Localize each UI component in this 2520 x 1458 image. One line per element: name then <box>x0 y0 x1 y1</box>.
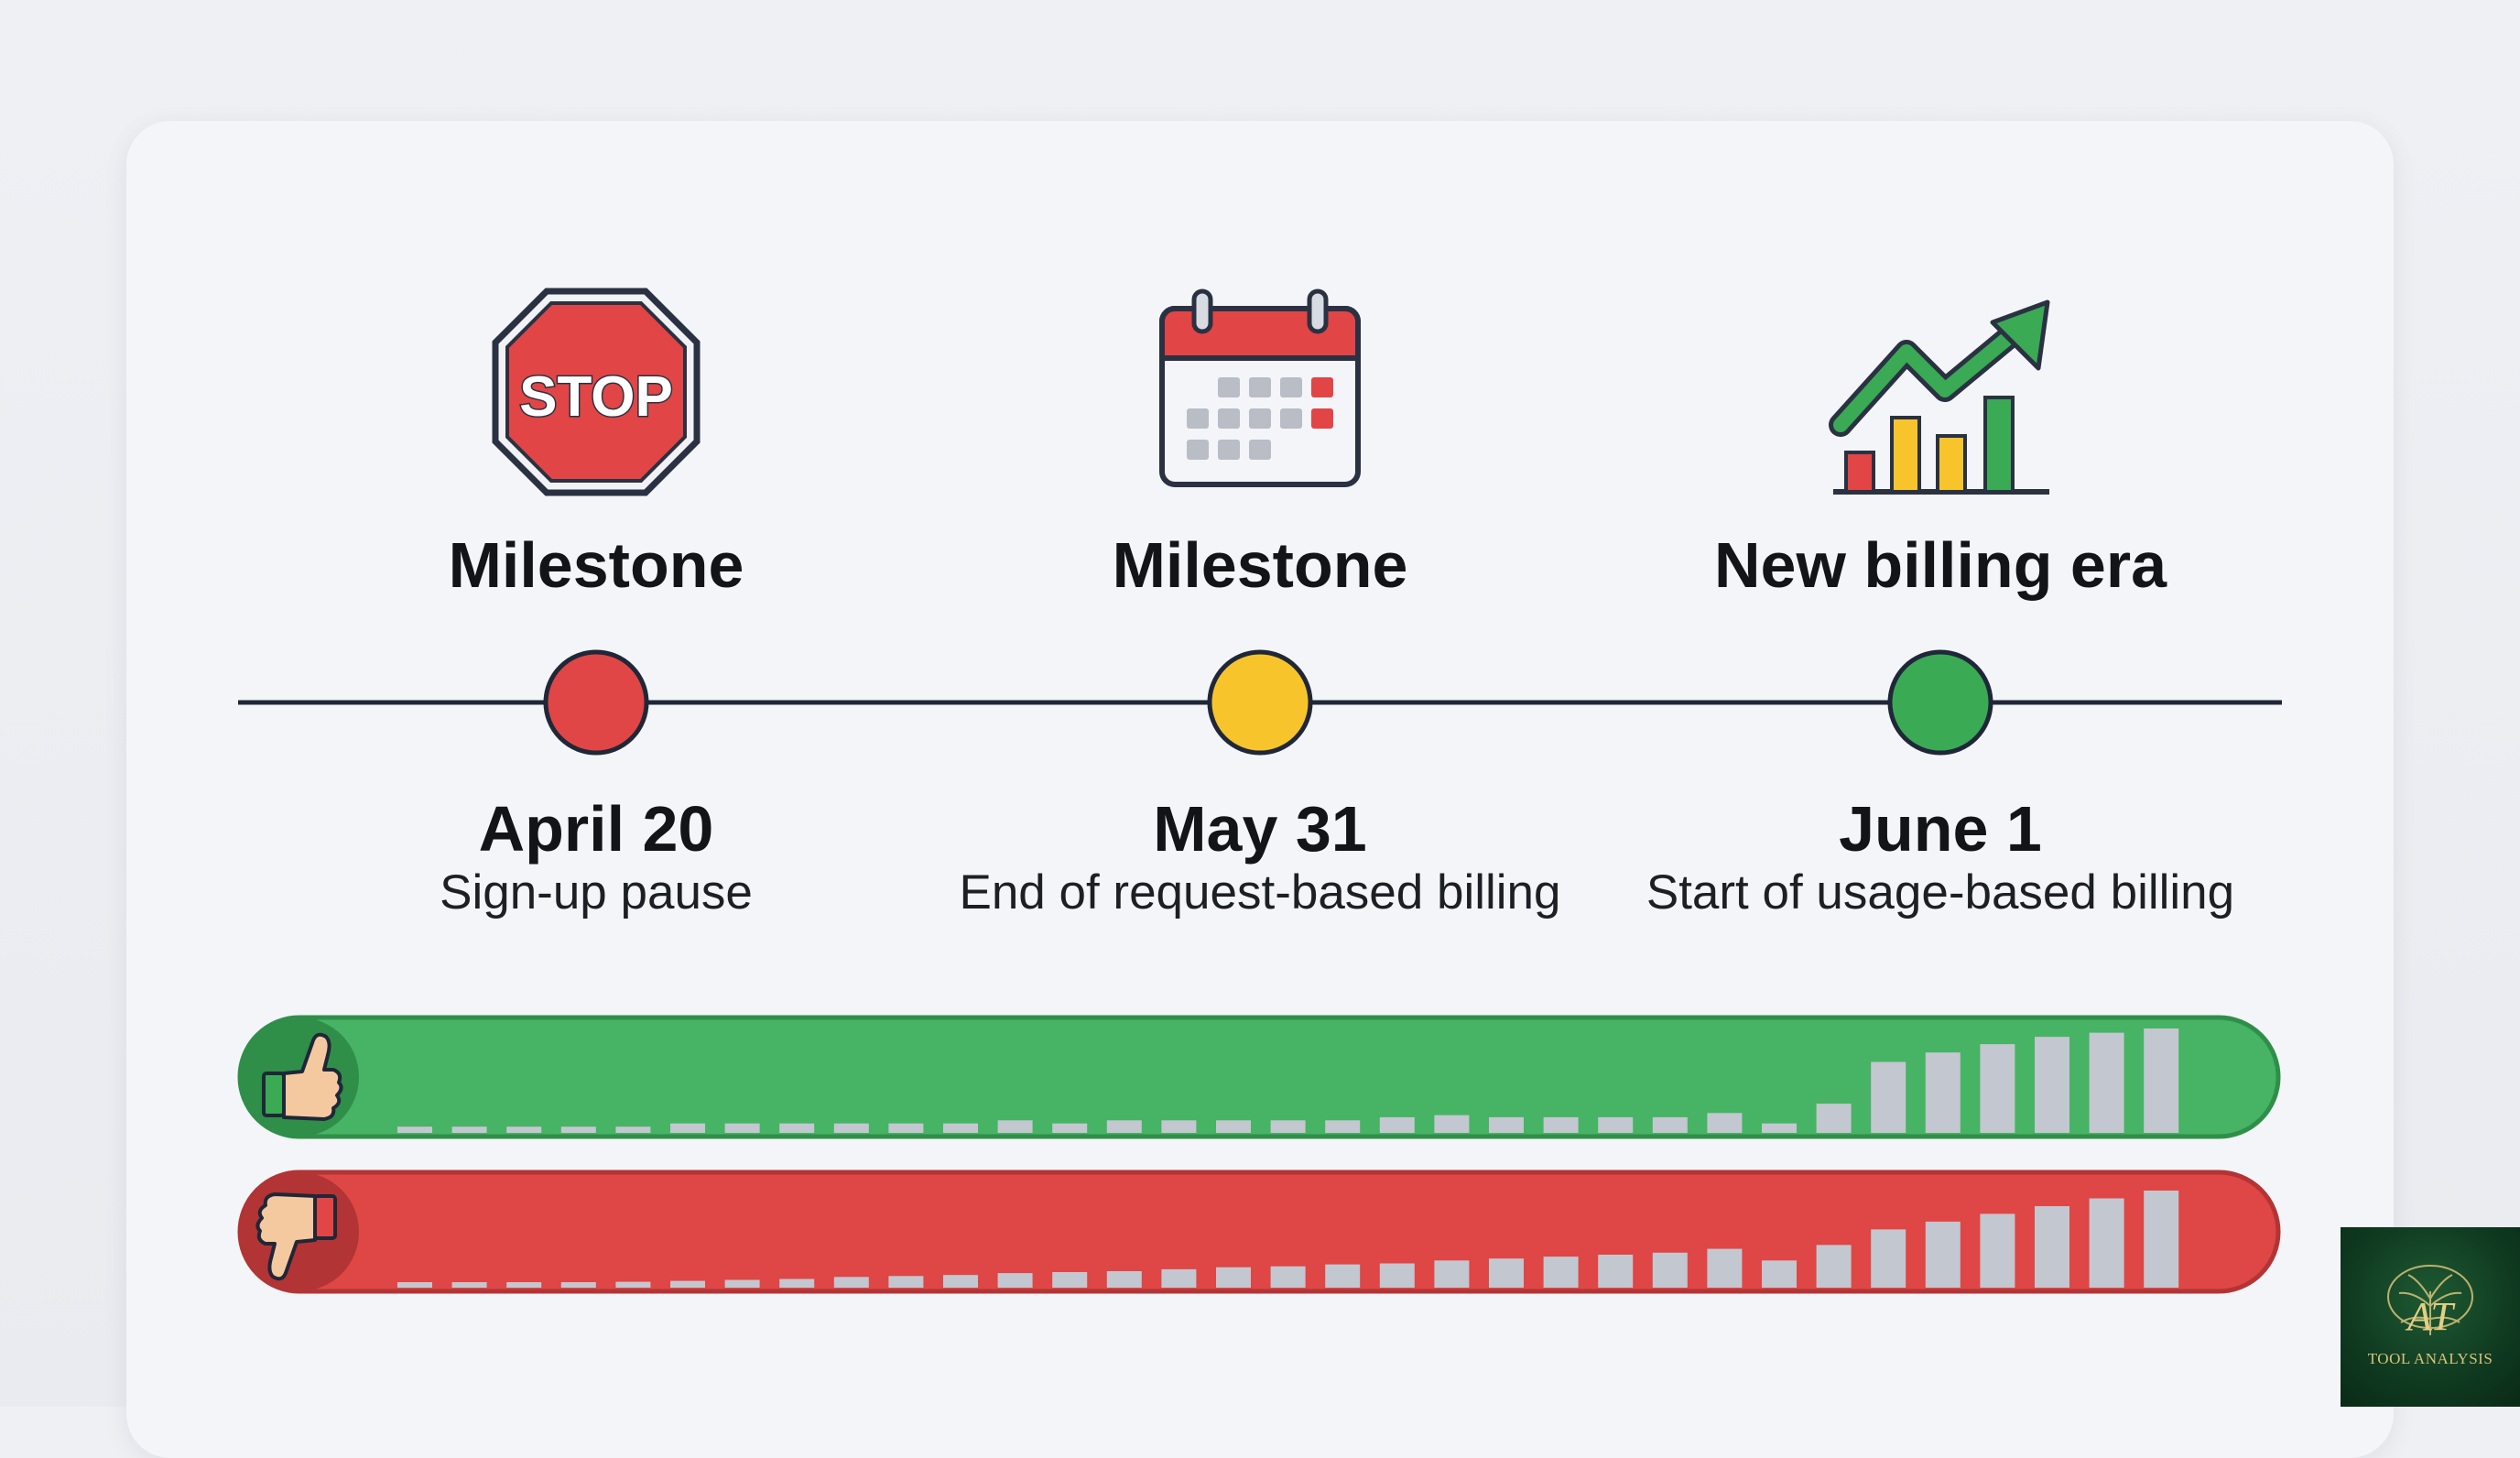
stop-sign-icon: STOP <box>492 288 701 496</box>
positive-sentiment-bar-18 <box>1325 1120 1361 1133</box>
positive-sentiment-bar-1 <box>397 1126 432 1133</box>
negative-sentiment-bar-17 <box>1270 1266 1306 1288</box>
positive-sentiment-bar-5 <box>615 1126 651 1133</box>
negative-sentiment-bar-21 <box>1489 1258 1524 1288</box>
negative-sentiment-bar-28 <box>1871 1229 1906 1288</box>
positive-sentiment-bar-28 <box>1871 1061 1906 1133</box>
calendar-icon <box>1159 288 1361 487</box>
positive-sentiment-bar-30 <box>1980 1044 2015 1133</box>
positive-sentiment-bar-6 <box>670 1123 705 1133</box>
negative-sentiment-bar-12 <box>997 1273 1033 1288</box>
positive-sentiment-bar-19 <box>1379 1116 1415 1133</box>
milestone-date-2: May 31 <box>1153 793 1367 865</box>
positive-sentiment-bar-15 <box>1161 1120 1197 1133</box>
timeline-dot-june-1 <box>1887 649 1993 756</box>
negative-sentiment-bar-3 <box>506 1282 542 1288</box>
thumbs-down-icon <box>255 1192 337 1281</box>
positive-sentiment-bar-8 <box>779 1123 815 1133</box>
positive-sentiment-bar-11 <box>943 1123 978 1133</box>
positive-sentiment-bar-17 <box>1270 1120 1306 1133</box>
negative-sentiment-bar-4 <box>560 1282 596 1288</box>
growth-chart-icon <box>1829 299 2050 495</box>
stop-sign-text: STOP <box>519 365 673 429</box>
positive-sentiment-bar-4 <box>560 1126 596 1133</box>
positive-sentiment-bar-10 <box>888 1123 924 1133</box>
negative-sentiment-bar-20 <box>1434 1260 1470 1288</box>
logo-monogram: AT <box>2405 1294 2456 1339</box>
logo-text: TOOL ANALYSIS <box>2367 1350 2493 1367</box>
positive-sentiment-bar-16 <box>1216 1120 1251 1133</box>
positive-sentiment-bar-26 <box>1762 1123 1797 1133</box>
negative-sentiment-bar-25 <box>1707 1248 1743 1288</box>
negative-sentiment-bar-27 <box>1816 1245 1852 1288</box>
diagram-graphics: STOP <box>237 288 2282 1294</box>
negative-sentiment-bar-16 <box>1216 1267 1251 1288</box>
positive-sentiment-bar-32 <box>2089 1032 2124 1133</box>
positive-sentiment-bar-7 <box>724 1123 760 1133</box>
tree-emblem-icon: AT <box>2387 1265 2473 1339</box>
negative-sentiment-bar-29 <box>1925 1221 1961 1288</box>
positive-sentiment-bar-33 <box>2144 1028 2179 1133</box>
milestone-title-1: Milestone <box>448 529 744 601</box>
negative-sentiment-bar-9 <box>833 1277 869 1288</box>
positive-sentiment-bar-3 <box>506 1126 542 1133</box>
negative-sentiment-bar-11 <box>943 1275 978 1288</box>
negative-sentiment-bar-7 <box>724 1279 760 1288</box>
negative-sentiment-bar-6 <box>670 1280 705 1288</box>
positive-sentiment-bar-29 <box>1925 1052 1961 1133</box>
negative-sentiment-bar-33 <box>2144 1191 2179 1288</box>
negative-sentiment-bar-5 <box>615 1281 651 1288</box>
positive-sentiment-bar <box>237 1015 2281 1139</box>
negative-sentiment-bar-18 <box>1325 1264 1361 1288</box>
negative-sentiment-bar-24 <box>1652 1252 1688 1288</box>
positive-sentiment-bar-20 <box>1434 1115 1470 1133</box>
negative-sentiment-bar-32 <box>2089 1198 2124 1288</box>
thumbs-up-icon <box>262 1032 343 1121</box>
negative-sentiment-bar-30 <box>1980 1213 2015 1288</box>
positive-sentiment-bar-25 <box>1707 1113 1743 1133</box>
milestone-date-3: June 1 <box>1839 793 2042 865</box>
negative-sentiment-bar-19 <box>1379 1263 1415 1288</box>
milestone-title-2: Milestone <box>1112 529 1408 601</box>
negative-sentiment-bar-31 <box>2035 1206 2069 1288</box>
negative-sentiment-bar-14 <box>1106 1271 1142 1288</box>
positive-sentiment-bar-21 <box>1489 1116 1524 1133</box>
negative-sentiment-bar-8 <box>779 1278 815 1288</box>
negative-sentiment-bar-23 <box>1598 1255 1634 1288</box>
milestone-description-2: End of request-based billing <box>959 865 1561 919</box>
positive-sentiment-bar-13 <box>1052 1123 1088 1133</box>
negative-sentiment-bar <box>237 1170 2281 1294</box>
tool-analysis-logo: AT TOOL ANALYSIS <box>2341 1227 2520 1407</box>
milestone-description-3: Start of usage-based billing <box>1646 865 2235 919</box>
negative-sentiment-bar-15 <box>1161 1268 1197 1288</box>
milestone-description-1: Sign-up pause <box>440 865 753 919</box>
positive-sentiment-bar-23 <box>1598 1116 1634 1133</box>
positive-sentiment-bar-27 <box>1816 1104 1852 1133</box>
negative-sentiment-bar-22 <box>1543 1257 1579 1288</box>
timeline-dot-april-20 <box>543 649 649 756</box>
positive-sentiment-bar-2 <box>451 1126 487 1133</box>
negative-sentiment-bar-13 <box>1052 1272 1088 1288</box>
positive-sentiment-bar-24 <box>1652 1116 1688 1133</box>
positive-sentiment-bar-12 <box>997 1120 1033 1133</box>
positive-sentiment-bar-31 <box>2035 1037 2069 1133</box>
positive-sentiment-bar-14 <box>1106 1120 1142 1133</box>
timeline-dot-may-31 <box>1207 649 1313 756</box>
negative-sentiment-bar-2 <box>451 1282 487 1288</box>
negative-sentiment-bar-1 <box>397 1282 432 1288</box>
negative-sentiment-bar-10 <box>888 1276 924 1288</box>
positive-sentiment-bar-9 <box>833 1123 869 1133</box>
milestone-title-3: New billing era <box>1714 529 2167 601</box>
negative-sentiment-bar-26 <box>1762 1260 1797 1288</box>
positive-sentiment-bar-22 <box>1543 1116 1579 1133</box>
milestone-date-1: April 20 <box>478 793 714 865</box>
